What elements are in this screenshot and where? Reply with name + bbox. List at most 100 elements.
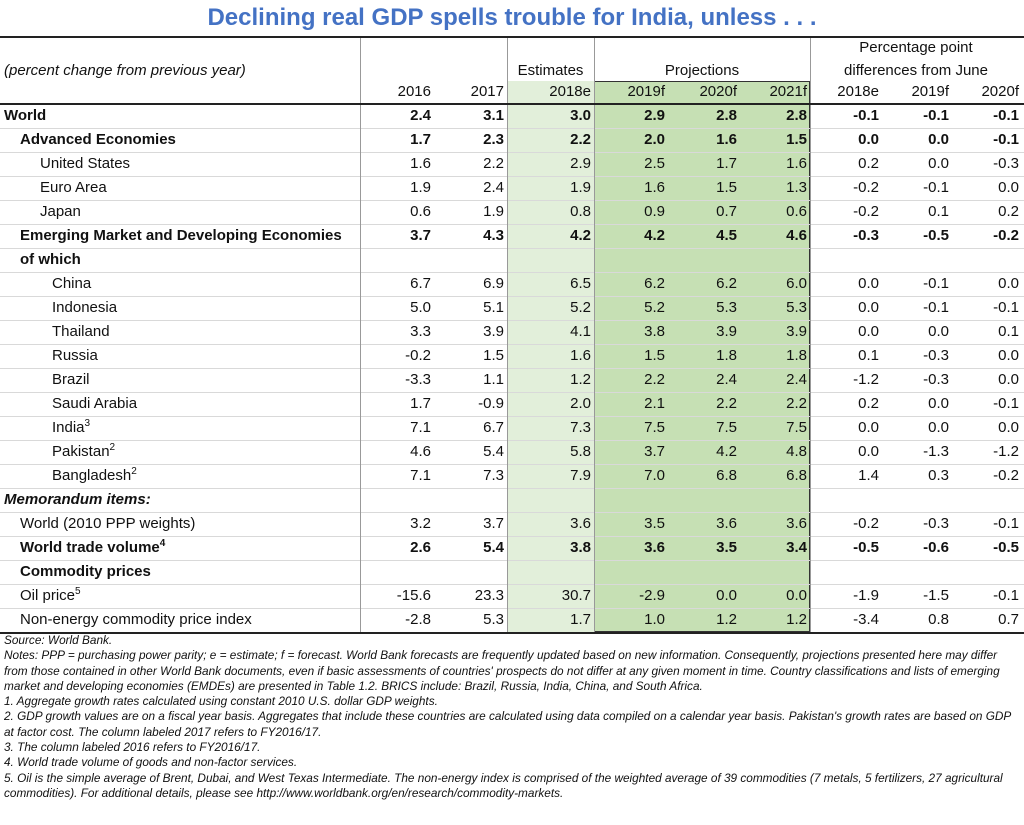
subtitle: (percent change from previous year) <box>4 62 246 79</box>
value-cell: -0.1 <box>993 131 1019 148</box>
value-cell: -2.8 <box>405 611 431 628</box>
row-label: World <box>4 104 360 128</box>
notes: Source: World Bank. Notes: PPP = purchasi… <box>4 633 1020 801</box>
row-line <box>0 512 1024 513</box>
value-cell: 1.7 <box>410 395 431 412</box>
value-cell: -0.2 <box>405 347 431 364</box>
value-cell: 6.5 <box>570 275 591 292</box>
row-line <box>0 152 1024 153</box>
value-cell: 6.8 <box>716 467 737 484</box>
note: 1. Aggregate growth rates calculated usi… <box>4 694 438 709</box>
footnote-ref: 2 <box>131 466 137 477</box>
value-cell: 3.0 <box>570 107 591 124</box>
value-cell: 3.9 <box>483 323 504 340</box>
value-cell: 4.6 <box>410 443 431 460</box>
label-text: Japan <box>40 203 81 220</box>
label-text: China <box>52 275 92 292</box>
footnote-ref: 5 <box>75 586 81 597</box>
label-text: Non-energy commodity price index <box>20 611 252 628</box>
value-cell: 7.3 <box>483 467 504 484</box>
value-cell: 0.0 <box>998 275 1019 292</box>
value-cell: 0.0 <box>998 371 1019 388</box>
footnote-ref: 3 <box>84 418 91 429</box>
row-label: Thailand <box>52 320 360 344</box>
value-cell: -3.3 <box>405 371 431 388</box>
value-cell: -0.1 <box>993 107 1019 124</box>
value-cell: 6.7 <box>483 419 504 436</box>
value-cell: 4.2 <box>644 227 665 244</box>
row-line <box>0 320 1024 321</box>
value-cell: 3.6 <box>570 515 591 532</box>
value-cell: -0.2 <box>853 203 879 220</box>
row-line <box>0 560 1024 561</box>
value-cell: -0.2 <box>853 515 879 532</box>
value-cell: 1.0 <box>644 611 665 628</box>
row-line <box>0 584 1024 585</box>
value-cell: 1.6 <box>410 155 431 172</box>
value-cell: 7.3 <box>570 419 591 436</box>
value-cell: 0.0 <box>858 299 879 316</box>
row-line <box>0 224 1024 225</box>
label-text: Russia <box>52 347 98 364</box>
note: Source: World Bank. <box>4 633 113 647</box>
value-cell: 2.2 <box>483 155 504 172</box>
label-text: Saudi Arabia <box>52 395 138 412</box>
value-cell: -0.2 <box>853 179 879 196</box>
value-cell: 0.1 <box>998 323 1019 340</box>
value-cell: 0.2 <box>858 395 879 412</box>
value-cell: 0.9 <box>644 203 665 220</box>
value-cell: -15.6 <box>396 587 431 604</box>
row-label: United States <box>40 152 360 176</box>
value-cell: 2.0 <box>570 395 591 412</box>
value-cell: 1.9 <box>570 179 591 196</box>
value-cell: 6.0 <box>786 275 807 292</box>
value-cell: 1.4 <box>858 467 879 484</box>
value-cell: 2.4 <box>410 107 431 124</box>
value-cell: -0.2 <box>993 227 1019 244</box>
footnote-ref: 4 <box>159 538 166 549</box>
note: 3. The column labeled 2016 refers to FY2… <box>4 740 261 755</box>
value-cell: 1.9 <box>483 203 504 220</box>
value-cell: 1.5 <box>644 347 665 364</box>
value-cell: 6.7 <box>410 275 431 292</box>
value-cell: 2.4 <box>786 371 807 388</box>
value-cell: 5.1 <box>483 299 504 316</box>
value-cell: 0.7 <box>998 611 1019 628</box>
row-line <box>0 488 1024 489</box>
label-text: World trade volume <box>20 539 160 556</box>
value-cell: -0.1 <box>923 275 949 292</box>
value-cell: -1.2 <box>853 371 879 388</box>
row-label: Euro Area <box>40 176 360 200</box>
value-cell: 2.4 <box>483 179 504 196</box>
row-line <box>0 608 1024 609</box>
estimates-shade <box>507 81 594 632</box>
value-cell: 3.5 <box>716 539 737 556</box>
column-header: 2021f <box>769 83 807 100</box>
value-cell: -0.5 <box>993 539 1019 556</box>
value-cell: 3.6 <box>644 539 665 556</box>
value-cell: 1.7 <box>570 611 591 628</box>
value-cell: 5.3 <box>786 299 807 316</box>
row-line <box>0 176 1024 177</box>
value-cell: 1.8 <box>786 347 807 364</box>
label-text: Oil price <box>20 587 76 604</box>
value-cell: 5.8 <box>570 443 591 460</box>
value-cell: 0.0 <box>716 587 737 604</box>
value-cell: 1.5 <box>483 347 504 364</box>
value-cell: 7.5 <box>786 419 807 436</box>
label-text: World <box>4 107 47 124</box>
row-label: Oil price5 <box>20 584 360 608</box>
value-cell: 4.5 <box>716 227 737 244</box>
value-cell: 0.0 <box>928 155 949 172</box>
value-cell: 0.8 <box>928 611 949 628</box>
note: 5. Oil is the simple average of Brent, D… <box>4 770 1003 800</box>
value-cell: -1.5 <box>923 587 949 604</box>
label-text: of which <box>20 251 81 268</box>
value-cell: 0.0 <box>928 323 949 340</box>
value-cell: -1.2 <box>993 443 1019 460</box>
differences-header: Percentage point <box>859 39 973 56</box>
value-cell: 4.2 <box>570 227 591 244</box>
row-line <box>0 464 1024 465</box>
row-line <box>0 296 1024 297</box>
row-label: Commodity prices <box>20 560 360 584</box>
